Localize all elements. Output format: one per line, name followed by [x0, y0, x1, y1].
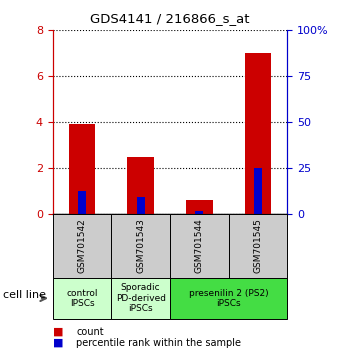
Text: presenilin 2 (PS2)
iPSCs: presenilin 2 (PS2) iPSCs — [189, 289, 269, 308]
Text: GSM701542: GSM701542 — [78, 219, 86, 273]
Text: percentile rank within the sample: percentile rank within the sample — [76, 338, 241, 348]
Text: Sporadic
PD-derived
iPSCs: Sporadic PD-derived iPSCs — [116, 283, 166, 313]
Text: GSM701544: GSM701544 — [195, 219, 204, 273]
Bar — [245, 53, 271, 214]
Bar — [69, 124, 95, 214]
Bar — [137, 197, 144, 214]
Bar — [195, 211, 203, 214]
Text: GSM701545: GSM701545 — [254, 218, 262, 274]
Bar — [78, 191, 86, 214]
Bar — [254, 168, 262, 214]
Text: control
IPSCs: control IPSCs — [66, 289, 98, 308]
Text: GSM701543: GSM701543 — [136, 218, 145, 274]
Bar — [128, 156, 154, 214]
Text: ■: ■ — [53, 338, 63, 348]
Text: GDS4141 / 216866_s_at: GDS4141 / 216866_s_at — [90, 12, 250, 25]
Text: ■: ■ — [53, 327, 63, 337]
Text: count: count — [76, 327, 104, 337]
Bar — [186, 200, 212, 214]
Text: cell line: cell line — [3, 290, 46, 300]
